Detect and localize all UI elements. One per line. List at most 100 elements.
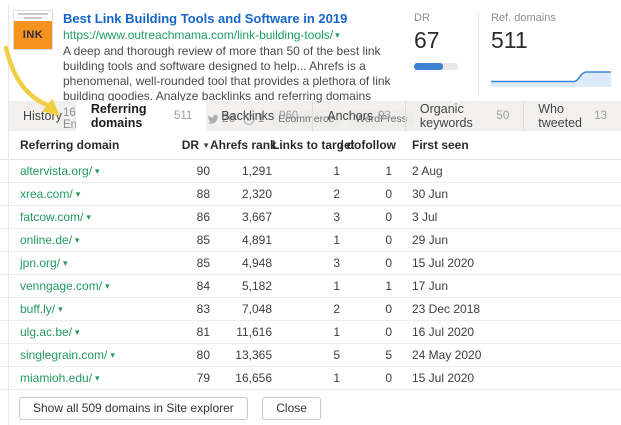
caret-down-icon[interactable]: ▾	[105, 281, 110, 291]
cell-links: 1	[333, 371, 340, 385]
tweet-count: 26	[222, 113, 235, 125]
cell-first-seen: 29 Jun	[412, 233, 449, 247]
cell-rank: 2,320	[241, 187, 272, 201]
tab-label: Who tweeted	[538, 102, 582, 130]
caret-down-icon[interactable]: ▾	[75, 327, 80, 337]
cell-rank: 4,891	[241, 233, 272, 247]
tab-backlinks[interactable]: Backlinks 960	[206, 101, 312, 131]
tab-anchors[interactable]: Anchors 93	[312, 101, 405, 131]
header-links-to-target[interactable]: Links to target	[272, 138, 355, 152]
cell-referring-domain: venngage.com/▾	[20, 279, 170, 293]
cell-first-seen: 30 Jun	[412, 187, 449, 201]
show-all-domains-button[interactable]: Show all 509 domains in Site explorer	[19, 397, 248, 420]
cell-dofollow: 0	[385, 187, 392, 201]
dr-metric: DR 67	[414, 12, 466, 101]
header-dr[interactable]: DR ▼	[170, 138, 210, 152]
referring-domain-link[interactable]: singlegrain.com/	[20, 348, 108, 362]
cell-links: 3	[333, 256, 340, 270]
cell-dofollow: 1	[385, 164, 392, 178]
cell-referring-domain: xrea.com/▾	[20, 187, 170, 201]
result-url-link[interactable]: https://www.outreachmama.com/link-buildi…	[63, 28, 334, 42]
referring-domain-link[interactable]: xrea.com/	[20, 187, 73, 201]
tag-wordpress: WordPress	[348, 111, 414, 127]
referring-domain-link[interactable]: jpn.org/	[20, 256, 61, 270]
referring-domain-link[interactable]: ulg.ac.be/	[20, 325, 73, 339]
result-description: A deep and thorough review of more than …	[63, 44, 391, 103]
cell-links: 1	[333, 233, 340, 247]
cell-first-seen: 17 Jun	[412, 279, 449, 293]
referring-domain-link[interactable]: fatcow.com/	[20, 210, 84, 224]
referring-domain-link[interactable]: altervista.org/	[20, 164, 93, 178]
thumbnail-text-lines	[14, 11, 52, 21]
url-caret-down-icon[interactable]: ▾	[335, 30, 340, 40]
dr-bar	[414, 63, 458, 70]
tab-history[interactable]: History	[9, 101, 76, 131]
result-title-link[interactable]: Best Link Building Tools and Software in…	[63, 11, 348, 26]
cell-dr: 90	[196, 164, 210, 178]
table-row: online.de/▾ 85 4,891 1 0 29 Jun	[0, 229, 621, 252]
tab-label: History	[23, 109, 62, 123]
header-referring-domain[interactable]: Referring domain	[20, 138, 120, 152]
page-thumbnail: INK	[13, 10, 53, 50]
cell-dr: 81	[196, 325, 210, 339]
pin-count: 1	[257, 113, 265, 125]
tab-label: Anchors	[327, 109, 374, 123]
cell-rank: 7,048	[241, 302, 272, 316]
cell-dofollow: 0	[385, 210, 392, 224]
thumbnail-logo: INK	[14, 21, 52, 49]
tab-referring-domains[interactable]: Referring domains 511	[75, 101, 207, 131]
table-row: venngage.com/▾ 84 5,182 1 1 17 Jun	[0, 275, 621, 298]
cell-rank: 11,616	[236, 325, 272, 339]
table-row: fatcow.com/▾ 86 3,667 3 0 3 Jul	[0, 206, 621, 229]
cell-dofollow: 0	[385, 233, 392, 247]
cell-links: 1	[333, 279, 340, 293]
referring-domain-link[interactable]: buff.ly/	[20, 302, 56, 316]
footer: Show all 509 domains in Site explorer Cl…	[0, 390, 621, 420]
cell-referring-domain: buff.ly/▾	[20, 302, 170, 316]
pinterest-icon	[243, 113, 255, 125]
sort-desc-icon: ▼	[202, 141, 210, 150]
caret-down-icon[interactable]: ▾	[58, 304, 63, 314]
referring-domain-link[interactable]: miamioh.edu/	[20, 371, 93, 385]
cell-dofollow: 0	[385, 371, 392, 385]
cell-referring-domain: singlegrain.com/▾	[20, 348, 170, 362]
referring-domain-link[interactable]: online.de/	[20, 233, 73, 247]
caret-down-icon[interactable]: ▾	[75, 189, 81, 199]
cell-dr: 88	[196, 187, 210, 201]
cell-links: 1	[333, 325, 340, 339]
table-row: ulg.ac.be/▾ 81 11,616 1 0 16 Jul 2020	[0, 321, 621, 344]
table-header-row: Referring domain DR ▼ Ahrefs rank Links t…	[0, 131, 621, 160]
cell-dr: 83	[196, 302, 210, 316]
tab-organic-keywords[interactable]: Organic keywords 50	[404, 101, 523, 131]
caret-down-icon[interactable]: ▾	[110, 350, 115, 360]
header-first-seen[interactable]: First seen	[412, 138, 469, 152]
tab-bar: History Referring domains 511 Backlinks 960 A…	[9, 101, 621, 131]
referring-domain-link[interactable]: venngage.com/	[20, 279, 103, 293]
close-button[interactable]: Close	[262, 397, 321, 420]
cell-first-seen: 23 Dec 2018	[412, 302, 481, 316]
cell-dr: 85	[196, 256, 210, 270]
caret-down-icon[interactable]: ▾	[63, 258, 68, 268]
cell-dofollow: 0	[385, 302, 392, 316]
result-card: INK Best Link Building Tools and Softwar…	[0, 0, 621, 131]
cell-referring-domain: altervista.org/▾	[20, 164, 170, 178]
caret-down-icon[interactable]: ▾	[95, 373, 100, 383]
table-body: altervista.org/▾ 90 1,291 1 1 2 Aug xrea.com/▾…	[0, 160, 621, 390]
table-row: jpn.org/▾ 85 4,948 3 0 15 Jul 2020	[0, 252, 621, 275]
cell-dr: 84	[196, 279, 210, 293]
tab-count: 93	[378, 110, 391, 122]
table-row: altervista.org/▾ 90 1,291 1 1 2 Aug	[0, 160, 621, 183]
dr-value: 67	[414, 27, 440, 53]
table-row: buff.ly/▾ 83 7,048 2 0 23 Dec 2018	[0, 298, 621, 321]
caret-down-icon[interactable]: ▾	[75, 235, 80, 245]
ref-domains-value: 511	[491, 27, 528, 53]
header-dofollow[interactable]: / dofollow	[340, 138, 396, 152]
header-ahrefs-rank[interactable]: Ahrefs rank	[210, 138, 277, 152]
caret-down-icon[interactable]: ▾	[95, 166, 100, 176]
tab-who-tweeted[interactable]: Who tweeted 13	[523, 101, 621, 131]
cell-dofollow: 0	[385, 325, 392, 339]
metrics-divider	[478, 12, 479, 97]
cell-referring-domain: online.de/▾	[20, 233, 170, 247]
cell-links: 5	[333, 348, 340, 362]
caret-down-icon[interactable]: ▾	[86, 212, 91, 222]
